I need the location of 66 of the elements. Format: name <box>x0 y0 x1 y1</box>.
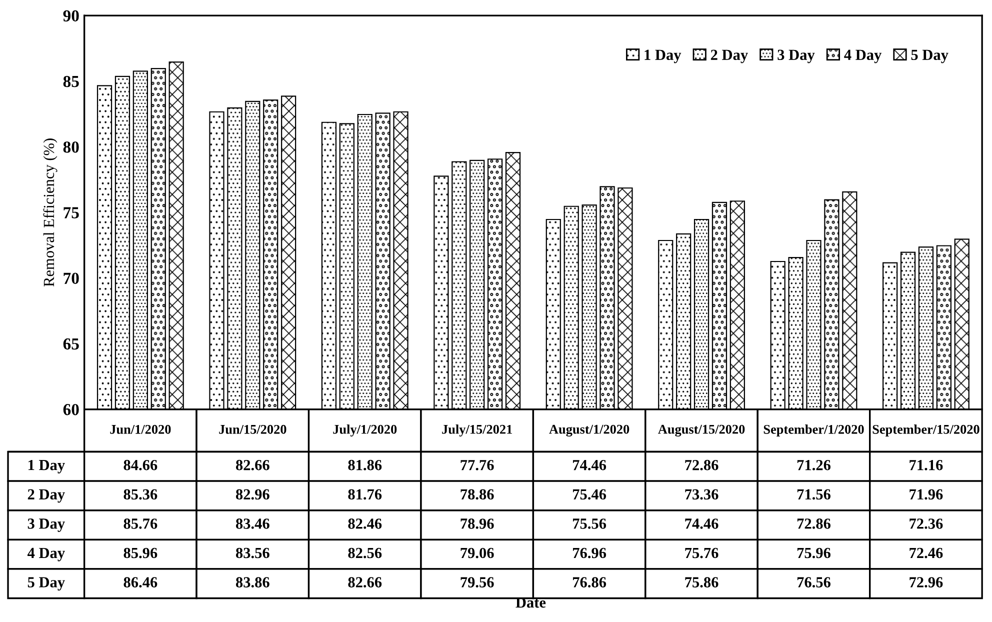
data-label: 82.66 <box>348 577 382 588</box>
data-label: 85.36 <box>124 489 158 500</box>
data-label: 75.86 <box>685 577 718 588</box>
data-label: 76.86 <box>572 577 606 588</box>
x-tick-label: September/1/2020 <box>764 424 864 436</box>
legend-label: 1 Day <box>644 50 682 64</box>
data-label: 75.76 <box>685 548 718 558</box>
x-tick-label: Jun/15/2020 <box>219 424 286 434</box>
data-label: 72.86 <box>797 518 830 529</box>
data-label: 71.96 <box>910 489 943 500</box>
legend-label: 4 Day <box>844 50 882 64</box>
y-tick-label: 75 <box>64 207 79 218</box>
data-label: 82.66 <box>236 460 270 470</box>
data-label: 72.96 <box>910 577 943 588</box>
data-label: 75.96 <box>797 548 830 558</box>
legend-label: 2 Day <box>710 50 748 64</box>
text: 5 Day <box>28 577 65 591</box>
data-label: 76.96 <box>572 548 606 558</box>
text: 3 Day <box>28 518 65 532</box>
data-label: 83.46 <box>236 518 270 529</box>
data-label: 81.76 <box>348 489 382 500</box>
data-label: 78.96 <box>460 518 494 529</box>
data-label: 81.86 <box>348 460 382 470</box>
x-tick-label: July/15/2021 <box>442 424 512 437</box>
data-label: 72.46 <box>910 548 943 558</box>
legend-label: 3 Day <box>778 50 815 64</box>
data-label: 74.46 <box>572 460 606 470</box>
y-tick-label: 70 <box>64 272 79 284</box>
data-label: 71.16 <box>910 460 943 470</box>
data-label: 83.56 <box>236 548 270 558</box>
data-label: 72.86 <box>685 460 718 470</box>
data-label: 82.56 <box>348 548 382 558</box>
data-label: 71.26 <box>797 460 830 470</box>
data-label: 82.46 <box>348 518 382 529</box>
data-label: 85.76 <box>124 518 158 529</box>
data-label: 76.56 <box>797 577 830 588</box>
data-label: 83.86 <box>236 577 270 588</box>
data-label: 74.46 <box>685 518 718 529</box>
legend-label: 5 Day <box>911 50 948 64</box>
text: 4 Day <box>27 548 65 562</box>
x-tick-label: Jun/1/2020 <box>110 424 171 434</box>
data-label: 77.76 <box>460 460 494 470</box>
x-tick-label: August/15/2020 <box>658 424 745 436</box>
data-label: 73.36 <box>685 489 718 500</box>
data-label: 79.06 <box>460 548 494 558</box>
x-tick-label: September/15/2020 <box>872 424 980 436</box>
y-tick-label: 80 <box>63 141 79 153</box>
x-tick-label: August/1/2020 <box>549 424 630 436</box>
data-label: 75.56 <box>572 518 606 529</box>
data-label: 71.56 <box>797 489 830 500</box>
data-label: 72.36 <box>910 518 943 529</box>
x-tick-label: July/1/2020 <box>333 424 397 437</box>
y-tick-label: 65 <box>63 338 79 350</box>
data-label: 82.96 <box>236 489 270 500</box>
data-label: 84.66 <box>124 460 158 470</box>
data-label: 85.96 <box>124 548 158 558</box>
data-label: 79.56 <box>460 577 494 588</box>
data-label: 78.86 <box>460 489 494 500</box>
y-tick-label: 90 <box>63 10 79 22</box>
y-tick-label: 60 <box>63 404 79 416</box>
data-label: 75.46 <box>572 489 606 500</box>
text: 1 Day <box>28 460 65 474</box>
y-axis-title: Removal Efficiency (%) <box>43 138 58 286</box>
data-label: 86.46 <box>124 577 158 588</box>
text: 2 Day <box>28 489 65 503</box>
y-tick-label: 85 <box>63 76 79 88</box>
